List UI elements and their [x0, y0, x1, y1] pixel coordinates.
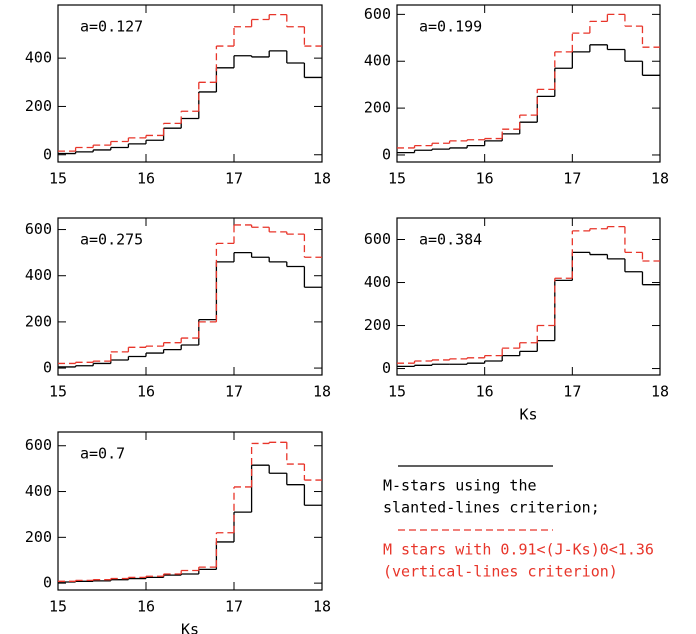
y-tick-label: 0 [43, 574, 52, 592]
y-tick-label: 0 [43, 145, 52, 163]
x-tick-label: 18 [313, 383, 331, 401]
x-tick-label: 18 [313, 170, 331, 188]
plot-frame [57, 217, 323, 376]
legend-label: (vertical-lines criterion) [383, 563, 618, 581]
plot-frame [396, 217, 661, 376]
annotation: a=0.199 [419, 18, 482, 36]
y-tick-label: 200 [364, 316, 391, 334]
legend-label: slanted-lines criterion; [383, 499, 600, 517]
x-tick-label: 17 [225, 170, 243, 188]
y-tick-label: 400 [25, 482, 52, 500]
annotation: a=0.7 [80, 445, 125, 463]
x-tick-label: 16 [476, 170, 494, 188]
y-tick-label: 200 [364, 99, 391, 117]
y-tick-label: 400 [364, 273, 391, 291]
x-axis-label: Ks [519, 406, 537, 424]
y-tick-label: 400 [25, 49, 52, 67]
x-tick-label: 15 [388, 383, 406, 401]
legend-label: M-stars using the [383, 477, 537, 495]
x-tick-label: 17 [563, 170, 581, 188]
x-tick-label: 17 [225, 383, 243, 401]
plot-frame [57, 4, 323, 163]
plot-frame [57, 431, 323, 591]
x-tick-label: 16 [137, 598, 155, 616]
x-tick-label: 16 [476, 383, 494, 401]
y-tick-label: 600 [25, 436, 52, 454]
x-tick-label: 15 [49, 383, 67, 401]
annotation: a=0.384 [419, 231, 482, 249]
x-tick-label: 16 [137, 170, 155, 188]
annotation: a=0.275 [80, 231, 143, 249]
y-tick-label: 600 [364, 5, 391, 23]
plot-frame [396, 4, 661, 163]
x-tick-label: 18 [651, 383, 669, 401]
y-tick-label: 0 [382, 359, 391, 377]
y-tick-label: 200 [25, 97, 52, 115]
x-tick-label: 15 [49, 598, 67, 616]
y-tick-label: 400 [25, 266, 52, 284]
x-tick-label: 17 [563, 383, 581, 401]
x-tick-label: 17 [225, 598, 243, 616]
y-tick-label: 0 [382, 145, 391, 163]
y-tick-label: 200 [25, 312, 52, 330]
legend-label: M stars with 0.91<(J-Ks)0<1.36 [383, 541, 654, 559]
y-tick-label: 400 [364, 52, 391, 70]
y-tick-label: 0 [43, 359, 52, 377]
x-tick-label: 15 [388, 170, 406, 188]
x-tick-label: 18 [313, 598, 331, 616]
y-tick-label: 600 [364, 230, 391, 248]
annotation: a=0.127 [80, 18, 143, 36]
y-tick-label: 200 [25, 528, 52, 546]
y-tick-label: 600 [25, 220, 52, 238]
x-tick-label: 15 [49, 170, 67, 188]
x-tick-label: 16 [137, 383, 155, 401]
x-tick-label: 18 [651, 170, 669, 188]
x-axis-label: Ks [181, 621, 199, 634]
